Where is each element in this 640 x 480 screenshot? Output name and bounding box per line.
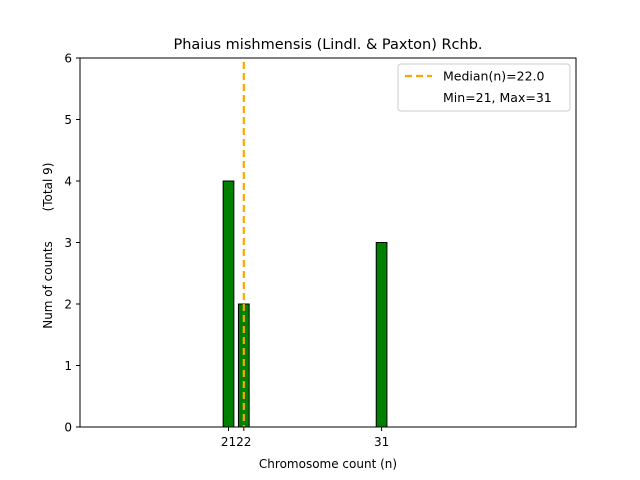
legend-box [397,63,571,112]
x-tick-label: 31 [374,435,389,449]
y-axis-label: Num of counts [41,241,55,329]
chart-title: Phaius mishmensis (Lindl. & Paxton) Rchb… [173,37,482,53]
plot-frame [79,57,577,428]
bars [222,180,431,428]
legend-entry-range: Min=21, Max=31 [443,90,552,105]
y-axis: 0 1 2 3 4 5 6 [64,52,80,435]
x-axis: 21 22 31 [221,427,389,449]
legend: Median(n)=22.0 Min=21, Max=31 [397,63,571,112]
y-tick-label: 5 [64,113,72,127]
legend-entry-median: Median(n)=22.0 [443,69,544,84]
y-tick-label: 4 [64,175,72,189]
y-axis-total-note: (Total 9) [41,163,55,212]
y-tick-label: 3 [64,236,72,250]
x-tick-label: 21 [221,435,236,449]
bar [222,180,235,428]
bar [375,242,388,428]
y-tick-label: 2 [64,298,72,312]
x-axis-label: Chromosome count (n) [259,457,397,471]
y-tick-label: 6 [64,52,72,66]
y-tick-label: 1 [64,359,72,373]
y-tick-label: 0 [64,421,72,435]
x-tick-label: 22 [236,435,251,449]
